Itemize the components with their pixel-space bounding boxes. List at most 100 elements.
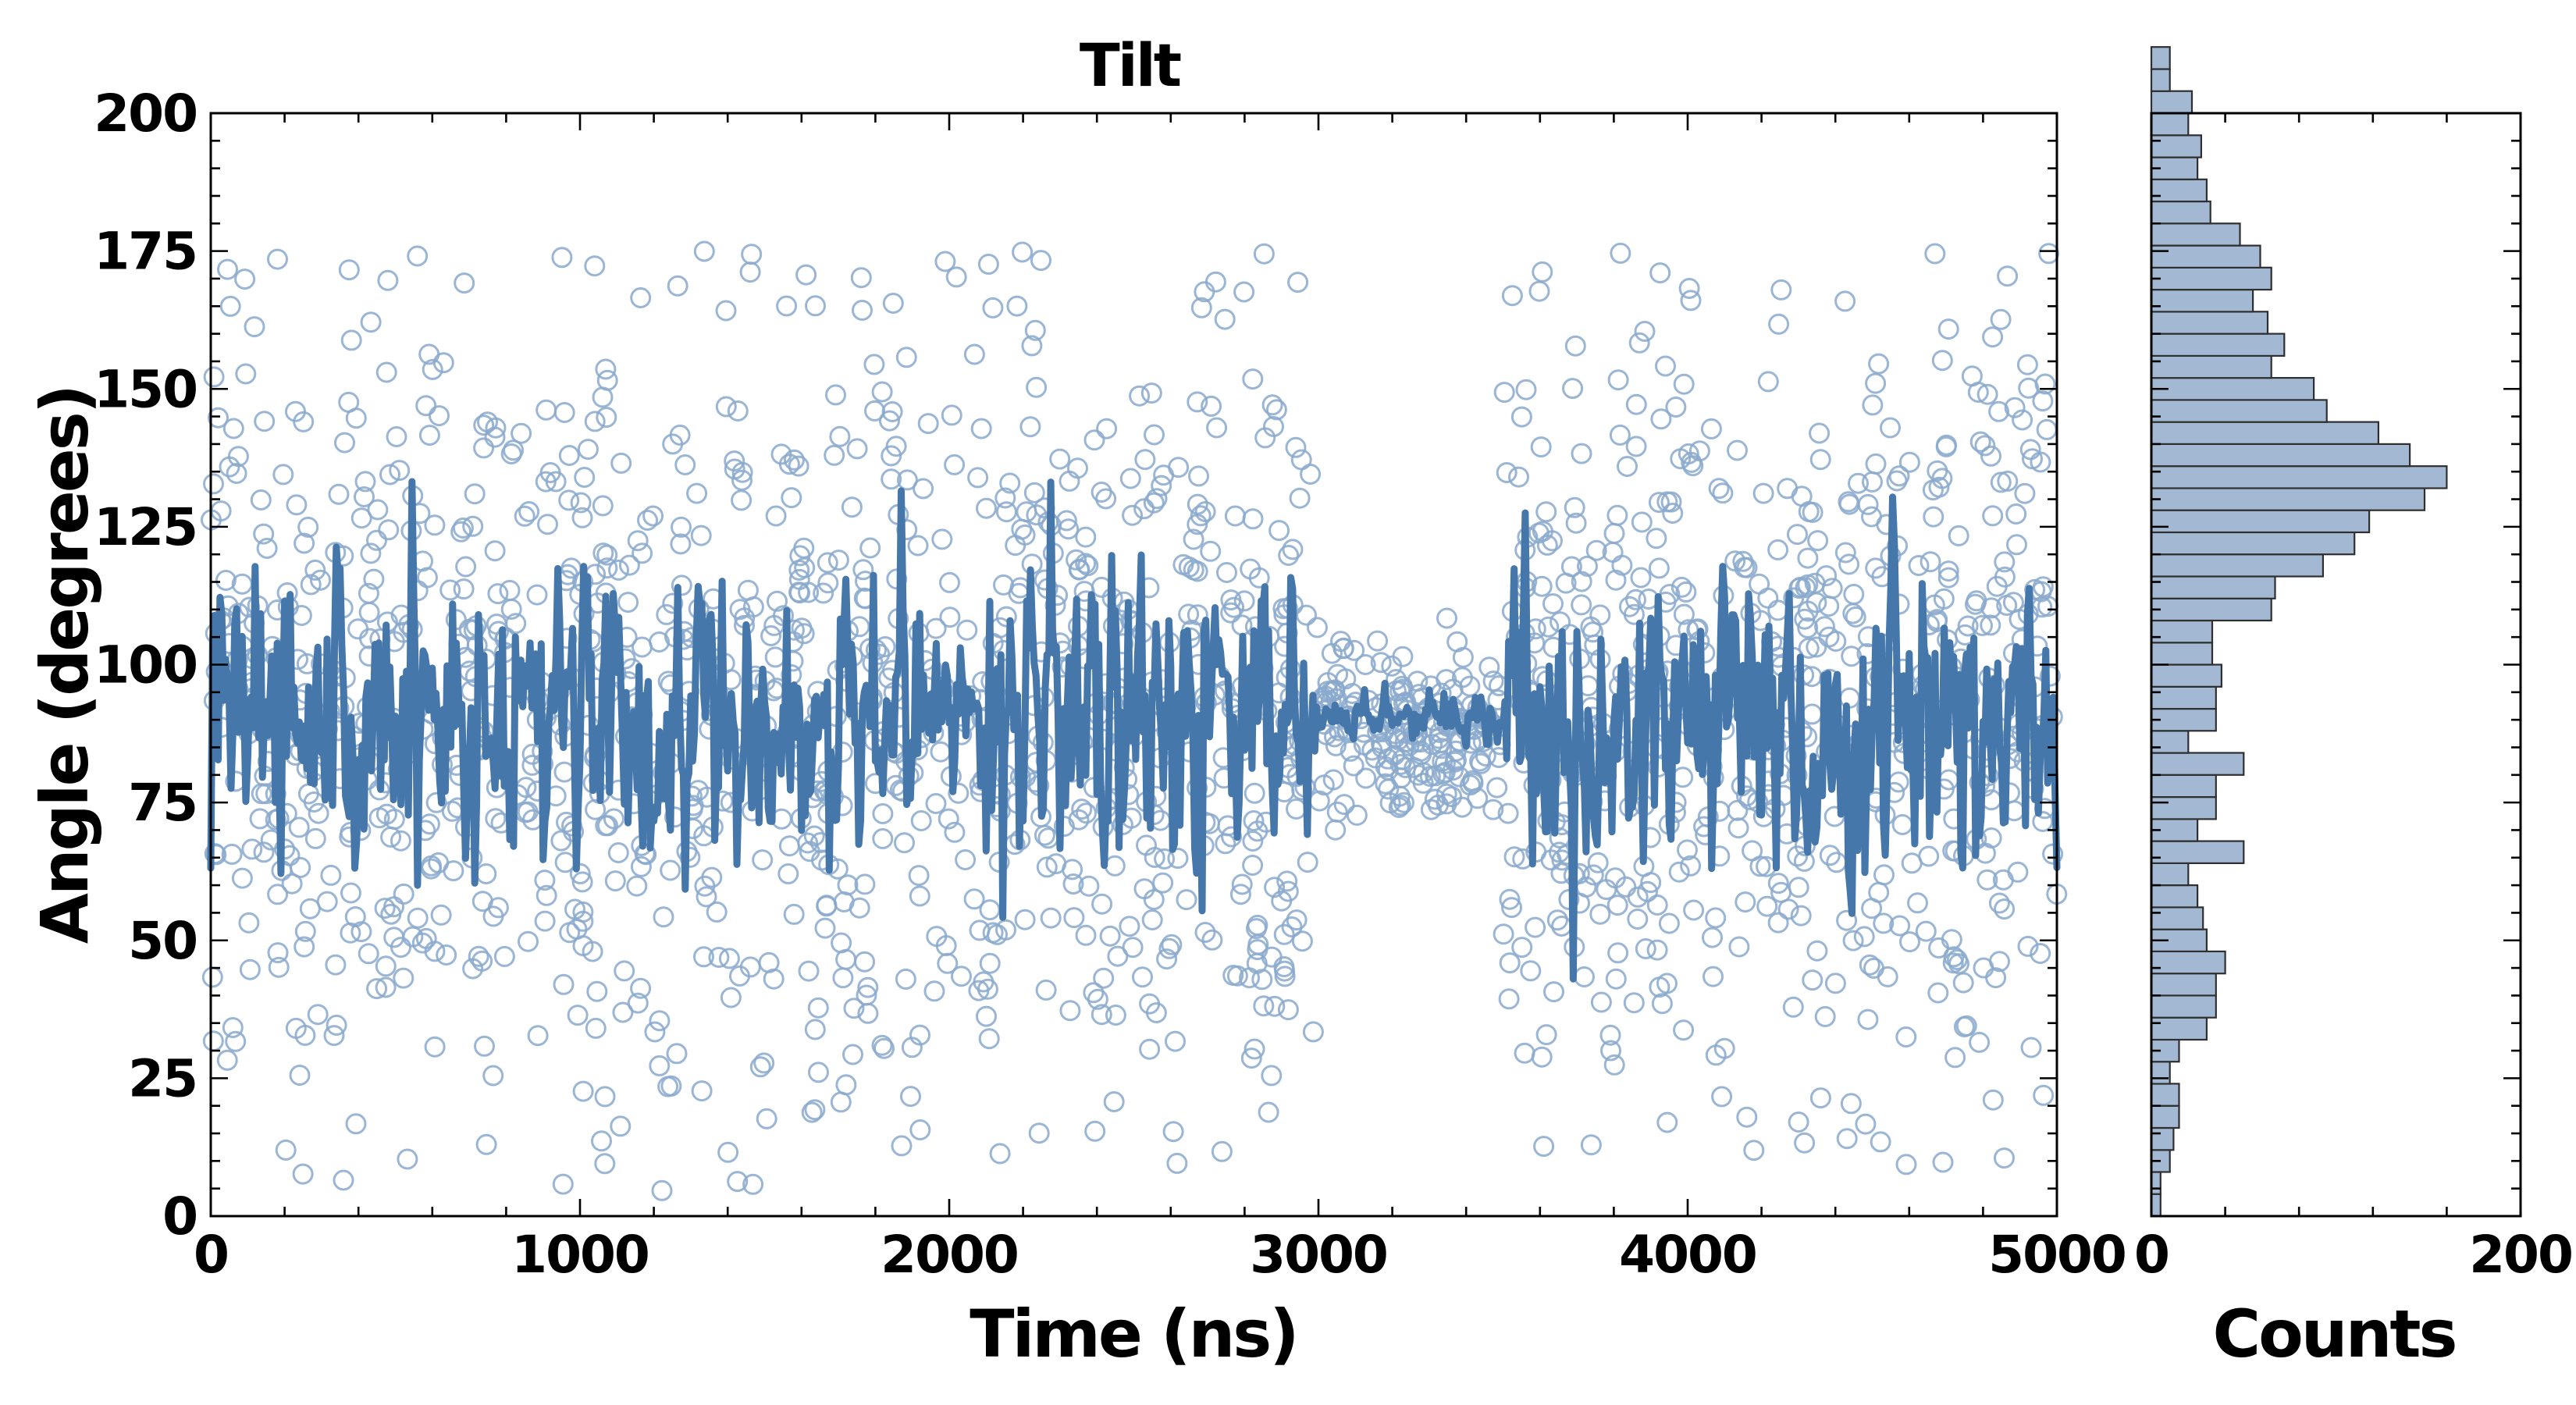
scatter-point bbox=[651, 1179, 673, 1201]
scatter-point bbox=[1838, 553, 1860, 575]
scatter-point bbox=[1140, 382, 1162, 404]
scatter-point bbox=[1531, 1046, 1553, 1068]
scatter-point bbox=[2039, 665, 2061, 687]
scatter-point bbox=[795, 264, 817, 286]
scatter-point bbox=[1809, 422, 1831, 444]
scatter-point bbox=[1655, 355, 1676, 377]
scatter-point bbox=[882, 293, 904, 314]
scatter-point bbox=[846, 438, 868, 460]
scatter-point bbox=[910, 810, 932, 831]
scatter-point bbox=[632, 542, 653, 564]
scatter-point bbox=[1226, 965, 1248, 987]
scatter-point bbox=[854, 951, 876, 973]
scatter-point bbox=[1651, 993, 1673, 1015]
scatter-point bbox=[1026, 376, 1048, 398]
histogram-bar bbox=[2150, 642, 2214, 666]
scatter-point bbox=[1989, 951, 2010, 973]
scatter-point bbox=[1683, 899, 1705, 921]
scatter-point bbox=[577, 439, 599, 461]
scatter-point bbox=[1972, 614, 1993, 636]
scatter-point bbox=[1551, 916, 1573, 937]
scatter-point bbox=[1021, 335, 1043, 357]
scatter-point bbox=[1985, 967, 2007, 989]
scatter-point bbox=[1289, 487, 1311, 509]
scatter-point bbox=[374, 898, 396, 919]
scatter-point bbox=[383, 896, 404, 918]
scatter-point bbox=[1777, 478, 1799, 500]
scatter-point bbox=[1834, 290, 1856, 312]
scatter-point bbox=[499, 579, 521, 601]
histogram-bars bbox=[2150, 46, 2448, 1218]
scatter-point bbox=[420, 858, 442, 880]
scatter-point bbox=[1378, 778, 1400, 800]
scatter-point bbox=[1767, 539, 1789, 560]
scatter-point bbox=[1838, 493, 1860, 515]
scatter-point bbox=[443, 860, 464, 882]
scatter-point bbox=[1073, 581, 1095, 603]
scatter-point bbox=[1091, 1004, 1112, 1026]
scatter-point bbox=[1035, 979, 1057, 1001]
scatter-point bbox=[1791, 486, 1813, 507]
scatter-point bbox=[939, 606, 961, 628]
scatter-point bbox=[1194, 281, 1215, 303]
scatter-point bbox=[1144, 424, 1165, 446]
histogram-bar bbox=[2150, 90, 2194, 115]
scatter-point bbox=[1571, 443, 1592, 464]
scatter-point bbox=[304, 827, 326, 849]
scatter-point bbox=[462, 958, 484, 980]
scatter-point bbox=[297, 516, 319, 538]
histogram-bar bbox=[2150, 1171, 2161, 1195]
scatter-point bbox=[765, 505, 787, 527]
scatter-point bbox=[1036, 856, 1058, 878]
scatter-point bbox=[354, 486, 375, 507]
scatter-point bbox=[545, 471, 567, 493]
scatter-point bbox=[551, 247, 573, 269]
smoothed-line bbox=[207, 478, 2061, 983]
scatter-point bbox=[592, 386, 614, 408]
scatter-point bbox=[1923, 506, 1944, 528]
scatter-point bbox=[1673, 603, 1695, 625]
scatter-point bbox=[1277, 880, 1299, 902]
scatter-point bbox=[2042, 843, 2064, 865]
scatter-point bbox=[1843, 583, 1865, 605]
scatter-point bbox=[310, 569, 331, 591]
scatter-point bbox=[1030, 250, 1051, 272]
scatter-point bbox=[2017, 935, 2039, 957]
scatter-point bbox=[535, 399, 557, 421]
scatter-point bbox=[1727, 439, 1748, 461]
histogram-bar bbox=[2150, 575, 2276, 599]
scatter-point bbox=[731, 489, 753, 511]
scatter-point bbox=[288, 816, 310, 838]
scatter-point bbox=[852, 300, 873, 321]
scatter-point bbox=[1087, 988, 1108, 1010]
scatter-point bbox=[1067, 457, 1088, 479]
histogram-bar bbox=[2150, 1016, 2208, 1041]
scatter-point bbox=[696, 886, 717, 908]
scatter-point bbox=[824, 444, 845, 466]
scatter-point bbox=[1542, 593, 1564, 614]
scatter-point bbox=[354, 471, 376, 493]
scatter-point bbox=[1928, 937, 1950, 959]
scatter-point bbox=[1201, 395, 1222, 417]
scatter-point bbox=[340, 922, 361, 944]
scatter-point bbox=[2006, 534, 2027, 556]
scatter-point bbox=[1246, 918, 1267, 940]
scatter-point bbox=[221, 843, 243, 865]
scatter-point bbox=[1873, 864, 1895, 886]
scatter-point bbox=[227, 446, 249, 468]
scatter-point bbox=[281, 873, 303, 895]
scatter-point bbox=[1650, 408, 1672, 430]
scatter-point bbox=[693, 946, 714, 968]
scatter-point bbox=[389, 460, 411, 482]
scatter-point bbox=[1599, 1024, 1621, 1046]
scatter-point bbox=[1538, 616, 1560, 638]
scatter-point bbox=[267, 248, 288, 270]
x-tick-label: 0 bbox=[194, 1225, 228, 1285]
scatter-point bbox=[1757, 587, 1779, 609]
histogram-bar bbox=[2150, 399, 2328, 423]
scatter-point bbox=[1990, 308, 2012, 330]
scatter-point bbox=[1656, 1112, 1678, 1133]
scatter-point bbox=[1727, 799, 1749, 821]
scatter-point bbox=[731, 469, 753, 491]
